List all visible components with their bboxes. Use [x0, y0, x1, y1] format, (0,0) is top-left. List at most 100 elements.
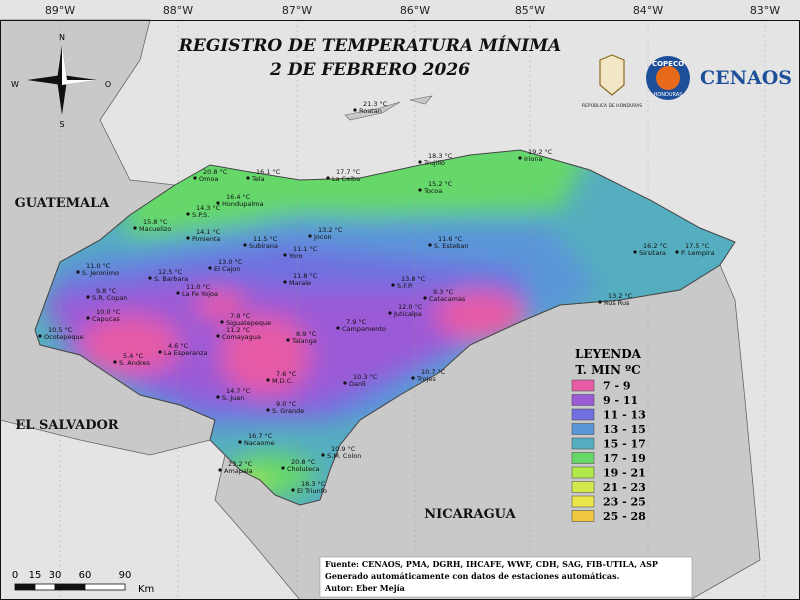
copeco-logo: COPECO HONDURAS [646, 56, 690, 100]
station-name: Capucas [92, 315, 120, 323]
station-temp: 16.1 °C [256, 168, 281, 176]
country-label: NICARAGUA [424, 507, 516, 522]
station-dot [353, 108, 357, 112]
station-dot [133, 226, 137, 230]
station-dot [343, 381, 347, 385]
legend-swatch [571, 437, 595, 450]
station-name: S. Andres [119, 359, 150, 367]
station-name: Ocotepeque [44, 333, 84, 341]
station-temp: 12.0 °C [398, 303, 423, 311]
station: 14.7 °CS. Juan [216, 387, 251, 402]
station-temp: 4.6 °C [168, 342, 189, 350]
station: 7.6 °CM.D.C. [266, 370, 297, 385]
station: 9.8 °CS.R. Copan [86, 287, 127, 302]
source-box: Fuente: CENAOS, PMA, DGRH, IHCAFE, WWF, … [319, 556, 693, 598]
legend-label: 19 - 21 [603, 467, 646, 480]
station-name: S.P.S. [192, 211, 209, 219]
station-name: P. Lempira [681, 249, 714, 257]
station-dot [218, 468, 222, 472]
graticule [59, 20, 766, 600]
longitude-label: 88°W [163, 4, 193, 17]
legend-swatch [571, 495, 595, 508]
compass-w: W [11, 80, 19, 89]
station-temp: 11.8 °C [293, 272, 318, 280]
bay-islands [344, 101, 401, 121]
source-line: Generado automáticamente con datos de es… [325, 571, 620, 581]
station: 17.7 °CLa Ceiba [326, 168, 361, 183]
station-name: Amapala [224, 467, 253, 475]
station-temp: 11.6 °C [438, 235, 463, 243]
station-dot [283, 253, 287, 257]
station-name: Choluteca [287, 465, 320, 473]
station-temp: 9.8 °C [96, 287, 117, 295]
station-temp: 14.3 °C [196, 204, 221, 212]
station-dot [281, 466, 285, 470]
station-dot [266, 378, 270, 382]
station: 18.3 °CEl Triunfo [291, 480, 327, 495]
copeco-sub: HONDURAS [654, 92, 683, 98]
legend-label: 23 - 25 [603, 496, 646, 509]
station: 4.6 °CLa Esperanza [158, 342, 207, 357]
legend-title: LEYENDA [575, 347, 642, 361]
station-dot [186, 236, 190, 240]
station-temp: 9.0 °C [276, 400, 297, 408]
source-line: Autor: Eber Mejía [324, 583, 405, 593]
station: 13.0 °CEl Cajon [208, 258, 243, 273]
station-name: Campamento [342, 325, 386, 333]
station-temp: 13.8 °C [401, 275, 426, 283]
compass-s: S [59, 120, 64, 129]
legend-swatch [571, 481, 595, 493]
station-name: Hondupalma [222, 200, 263, 208]
scale-segment [84, 583, 126, 591]
station: 17.5 °CP. Lempira [675, 242, 714, 257]
station-dot [286, 338, 290, 342]
station-name: S. Juan [222, 394, 244, 402]
station: 11.0 °CLa Fe Yojoa [176, 283, 218, 298]
country-label: GUATEMALA [15, 196, 111, 211]
guanaja [409, 95, 433, 105]
station-name: Jocon [313, 233, 332, 241]
legend-swatch [571, 423, 595, 435]
station-name: La Fe Yojoa [182, 290, 218, 298]
scale-bar: 0 15 30 60 90 Km [12, 570, 155, 595]
station-temp: 16.7 °C [248, 432, 273, 440]
scale-segment [34, 583, 56, 591]
copeco-label: COPECO [652, 60, 684, 68]
station-temp: 11.0 °C [86, 262, 111, 270]
legend-label: 25 - 28 [603, 510, 646, 523]
scale-segment [14, 583, 36, 591]
station-dot [86, 295, 90, 299]
legend-label: 9 - 11 [603, 394, 638, 407]
station-name: El Triunfo [297, 487, 327, 495]
station-dot [291, 488, 295, 492]
station-name: Tocoa [423, 187, 442, 195]
station-temp: 21.3 °C [363, 100, 388, 108]
republic-label: REPÚBLICA DE HONDURAS [582, 102, 642, 109]
country-label: EL SALVADOR [15, 418, 118, 433]
station: 10.9 °CS.M. Colon [321, 445, 361, 460]
station-dot [216, 395, 220, 399]
station-temp: 11.1 °C [293, 245, 318, 253]
station-dot [113, 360, 117, 364]
longitude-label: 87°W [282, 4, 312, 17]
station-temp: 20.8 °C [203, 168, 228, 176]
station-dot [246, 176, 250, 180]
station-dot [428, 243, 432, 247]
station-temp: 10.0 °C [96, 308, 121, 316]
station-dot [208, 266, 212, 270]
